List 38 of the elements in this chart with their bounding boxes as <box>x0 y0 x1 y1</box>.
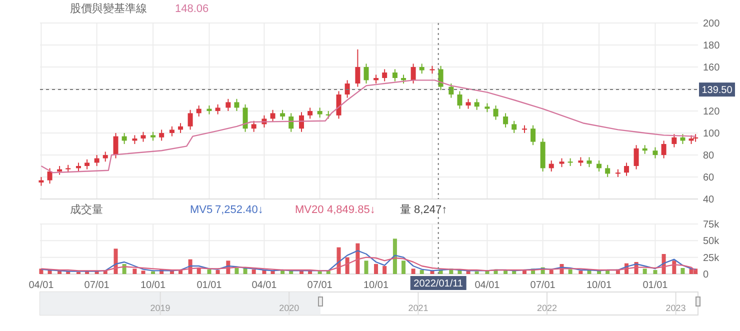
text: 148.06 <box>175 3 209 15</box>
x2-tick-label: 2023 <box>666 303 686 313</box>
chart-title: 股價與變基準線 <box>70 2 147 15</box>
y-tick-label: 100 <box>703 128 720 140</box>
x-tick-label: 07/01 <box>84 280 110 291</box>
y-tick-label: 0 <box>703 270 709 280</box>
x-tick-label: 04/01 <box>474 280 500 291</box>
x-tick-label: 04/01 <box>28 280 54 291</box>
text: MV5 <box>190 204 213 216</box>
x2-tick-label: 2019 <box>150 303 170 313</box>
x-tick-label: 01/01 <box>196 280 222 291</box>
text: 7,252.40↓ <box>215 204 264 216</box>
y-tick-label: 25k <box>703 252 720 264</box>
text: 4,849.85↓ <box>327 204 376 216</box>
y-tick-label: 40 <box>703 194 715 206</box>
ref-line-label: 139.50 <box>702 85 733 96</box>
ref-line-label: 2022/01/11 <box>414 278 464 290</box>
y-tick-label: 200 <box>703 18 720 30</box>
x-tick-label: 04/01 <box>252 280 278 291</box>
text: MV20 <box>295 204 324 216</box>
y-tick-label: 75k <box>703 220 720 230</box>
y-tick-label: 120 <box>703 106 720 118</box>
x2-tick-label: 2022 <box>536 303 558 313</box>
x-tick-label: 10/01 <box>586 280 612 291</box>
x-tick-label: 10/01 <box>140 280 166 291</box>
x-tick-label: 01/01 <box>642 280 668 291</box>
y-tick-label: 180 <box>703 40 720 52</box>
y-tick-label: 60 <box>703 172 715 184</box>
chart-title: 成交量 <box>70 203 103 216</box>
x-tick-label: 10/01 <box>364 280 389 291</box>
x2-tick-label: 2021 <box>408 303 428 313</box>
x-tick-label: 07/01 <box>307 280 333 291</box>
x2-tick-label: 2020 <box>279 303 300 313</box>
y-tick-label: 80 <box>703 150 715 162</box>
x-tick-label: 07/01 <box>530 280 556 291</box>
text: 量 8,247↑ <box>400 204 448 216</box>
y-tick-label: 160 <box>703 62 720 74</box>
y-tick-label: 50k <box>703 236 720 248</box>
